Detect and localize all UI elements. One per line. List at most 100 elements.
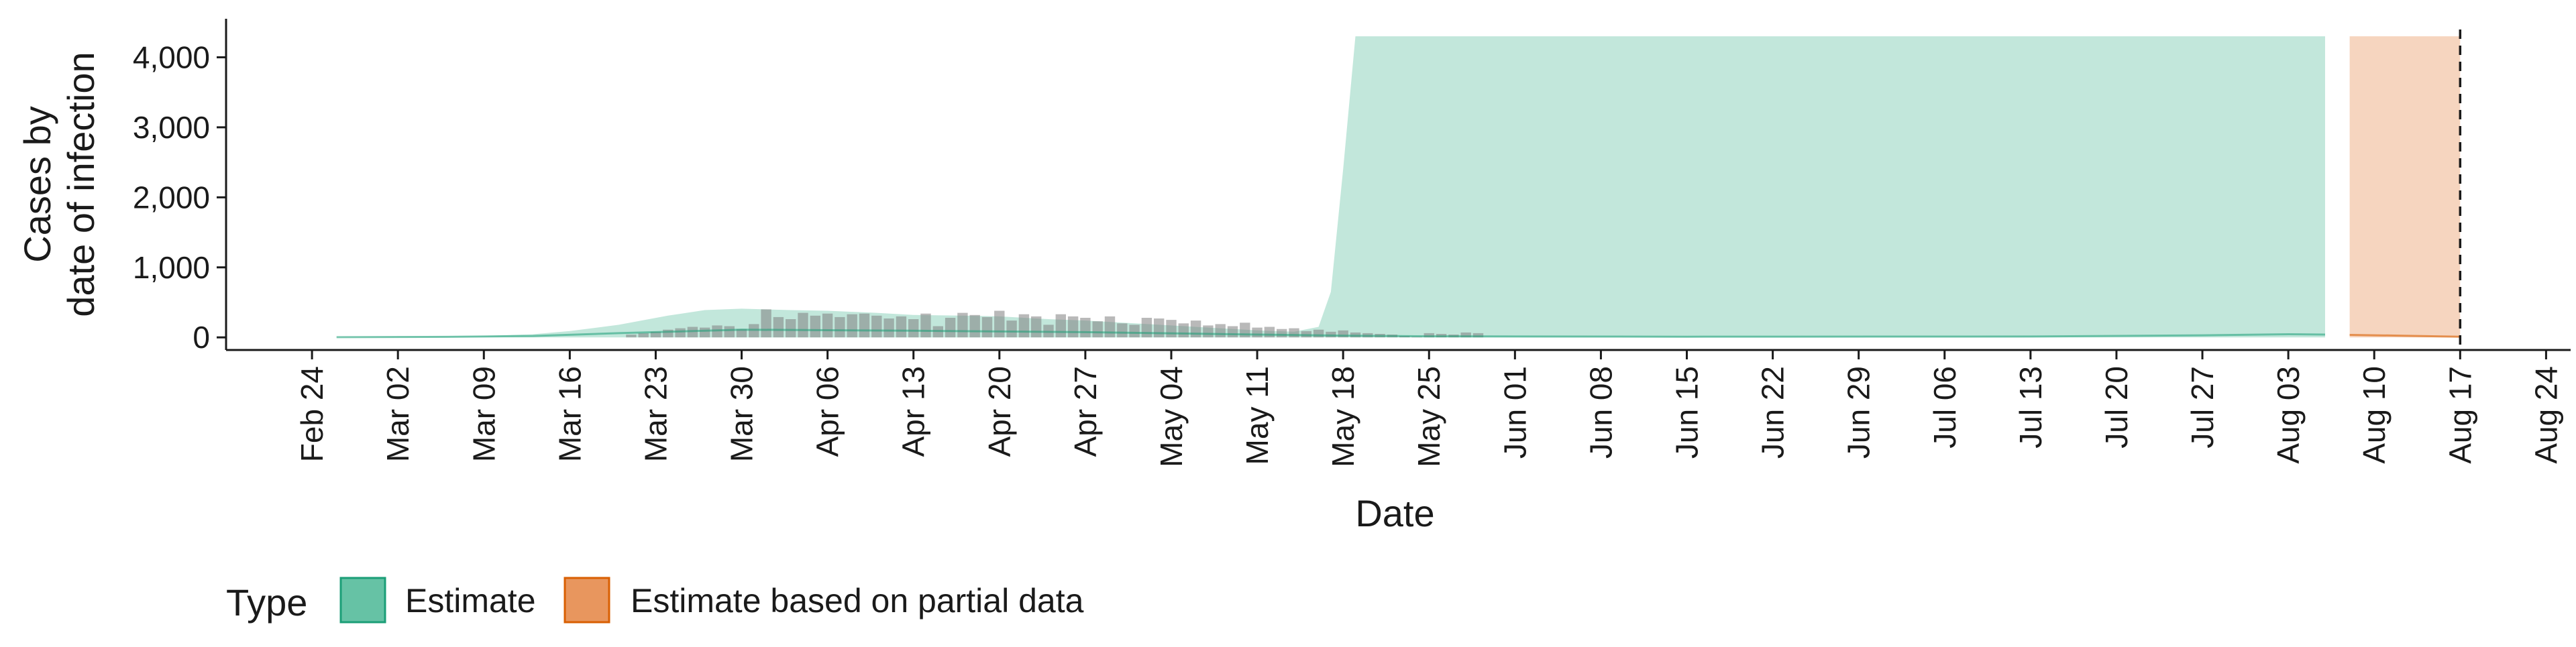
x-tick-label: Apr 06 [810, 366, 845, 457]
reported-cases-bar [687, 327, 698, 338]
x-tick-label: Jun 15 [1670, 366, 1705, 459]
reported-cases-bar [1129, 325, 1140, 338]
reported-cases-bar [1424, 333, 1434, 338]
y-tick-label: 4,000 [133, 40, 210, 74]
reported-cases-bar [1166, 320, 1177, 338]
reported-cases-bar [786, 319, 796, 338]
reported-cases-bar [908, 319, 919, 338]
reported-cases-bar [1178, 323, 1189, 338]
median-line-partial-data [2349, 334, 2461, 338]
legend-key-estimate [339, 577, 386, 624]
median-line-estimate [336, 329, 2326, 339]
legend-key-partial-data [564, 577, 610, 624]
reported-cases-bar [1055, 314, 1066, 338]
reported-cases-bar [896, 316, 907, 338]
x-tick-label: Mar 16 [552, 366, 587, 462]
reported-cases-bar [1338, 330, 1348, 338]
x-tick-label: Jul 06 [1927, 366, 1962, 449]
legend-label-estimate: Estimate [405, 582, 536, 620]
x-tick-label: Jun 08 [1583, 366, 1618, 459]
reported-cases-bar [945, 318, 956, 338]
reported-cases-bar [1154, 318, 1165, 338]
reported-cases-bar [1141, 318, 1152, 338]
x-axis-ticks: Feb 24 Mar 02 Mar 09 Mar 16 Mar 23 Mar 30 Apr … [294, 350, 2563, 467]
reported-cases-bar [724, 326, 735, 338]
x-tick-label: Apr 27 [1068, 366, 1103, 457]
x-tick-label: Aug 24 [2528, 366, 2563, 464]
reported-cases-bar [1018, 314, 1030, 338]
reported-cases-bar [822, 313, 833, 338]
reported-cases-bar [835, 316, 845, 338]
ribbon-partial-data [2349, 36, 2461, 338]
x-tick-label: Jun 29 [1841, 366, 1876, 459]
x-tick-label: Mar 09 [466, 366, 501, 462]
reported-cases-bar [626, 335, 637, 338]
x-tick-label: Mar 23 [638, 366, 673, 462]
reported-cases-bar [957, 312, 968, 338]
x-tick-label: Apr 20 [982, 366, 1017, 457]
reported-cases-bar [736, 329, 747, 338]
x-tick-label: Jul 27 [2185, 366, 2220, 449]
x-tick-label: Feb 24 [294, 366, 329, 462]
y-axis-title-line-2: date of infection [60, 52, 102, 316]
legend-label-partial-data: Estimate based on partial data [631, 582, 1084, 620]
x-tick-label: Mar 02 [380, 366, 415, 462]
x-axis-title: Date [1355, 492, 1434, 534]
x-tick-label: Apr 13 [896, 366, 931, 457]
y-tick-label: 3,000 [133, 110, 210, 145]
y-tick-label: 0 [193, 320, 210, 355]
reported-cases-bar [773, 316, 784, 338]
reported-cases-bar [1067, 316, 1079, 338]
x-tick-label: Jul 13 [2013, 366, 2048, 449]
reported-cases-bar [1460, 332, 1471, 338]
reported-cases-bar [650, 331, 661, 338]
reported-cases-bar [1190, 320, 1201, 338]
plot-area [336, 30, 2462, 350]
reported-cases-bar [675, 328, 686, 338]
reported-cases-bar [859, 313, 870, 338]
reported-cases-bar [1313, 329, 1324, 338]
reported-cases-bar [994, 310, 1005, 338]
x-tick-label: Mar 30 [724, 366, 759, 462]
axes: 0 1,000 2,000 3,000 4,000 Feb 24 Mar 02 Mar 09… [133, 19, 2571, 467]
legend: Type Estimate Estimate based on partial … [226, 577, 1084, 624]
x-tick-label: Aug 10 [2357, 366, 2392, 464]
reported-cases-bar [1031, 316, 1042, 338]
x-tick-label: May 25 [1411, 366, 1446, 467]
reported-cases-bar [810, 315, 820, 338]
reported-cases-bar [1117, 323, 1128, 338]
y-axis-ticks: 0 1,000 2,000 3,000 4,000 [133, 40, 226, 355]
reported-cases-bar [761, 309, 771, 338]
x-tick-label: May 04 [1154, 366, 1189, 467]
reported-cases-bar [1264, 327, 1275, 338]
reported-cases-bar [1472, 333, 1484, 338]
reported-cases-bar [920, 313, 931, 338]
reported-cases-bar [1277, 329, 1287, 338]
reported-cases-bar [638, 333, 649, 338]
reported-cases-bar [871, 315, 882, 338]
x-tick-label: May 18 [1326, 366, 1360, 467]
reported-cases-bar [700, 327, 710, 338]
reported-cases-bar [1252, 327, 1263, 338]
reported-cases-bar [1215, 324, 1226, 338]
x-tick-label: Aug 03 [2271, 366, 2306, 464]
reported-cases-bar [1227, 326, 1238, 338]
x-tick-label: Aug 17 [2443, 366, 2477, 464]
legend-title: Type [226, 581, 307, 624]
reported-cases-bar [1203, 325, 1214, 338]
y-axis-title-line-1: Cases by [16, 106, 58, 262]
x-tick-label: Jun 01 [1497, 366, 1532, 459]
reported-cases-bar [663, 329, 674, 338]
y-tick-label: 2,000 [133, 180, 210, 215]
reported-cases-bar [1092, 321, 1103, 338]
x-tick-label: May 11 [1240, 366, 1275, 465]
reported-cases-bar [1080, 318, 1091, 338]
reported-cases-bar [969, 314, 980, 338]
reported-cases-bar [798, 312, 808, 338]
reported-cases-bar [883, 318, 894, 338]
reported-cases-bar [1104, 316, 1116, 338]
x-tick-label: Jun 22 [1756, 366, 1790, 459]
y-tick-label: 1,000 [133, 250, 210, 285]
